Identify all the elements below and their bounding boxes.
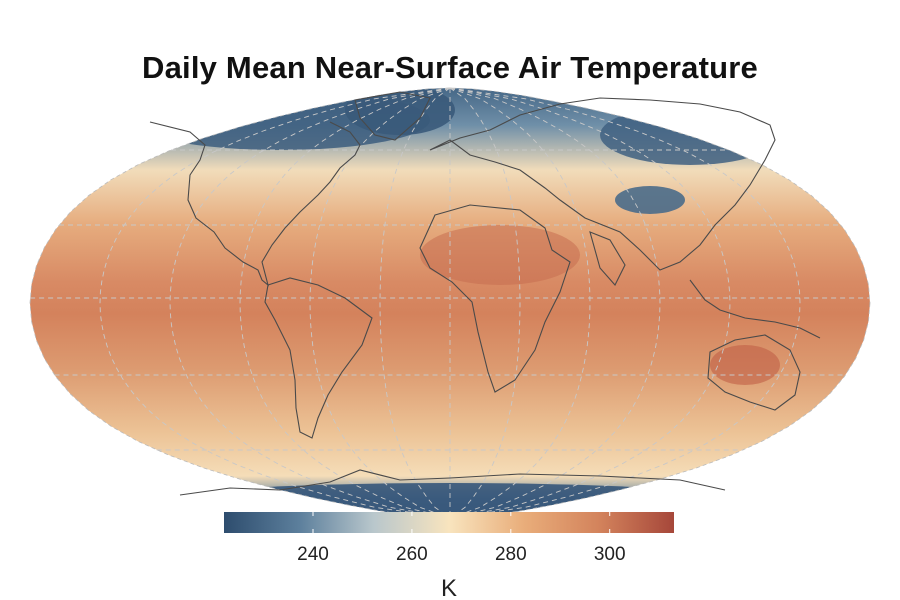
- australia-warm-region: [710, 345, 780, 385]
- colorbar-tick-label: 260: [396, 544, 428, 565]
- south-america-coast: [264, 277, 373, 439]
- meridian-line: [449, 87, 521, 519]
- colorbar-unit-label: K: [441, 575, 457, 600]
- tibet-cold-region: [615, 186, 685, 214]
- antarctica-coast: [179, 469, 726, 496]
- colorbar-tick-label: 280: [495, 544, 527, 565]
- meridian-line: [449, 87, 591, 519]
- meridian-line: [239, 87, 451, 519]
- north-america-coast: [149, 121, 361, 287]
- meridian-line: [449, 87, 801, 519]
- australia-coast: [707, 334, 801, 411]
- colorbar-ticks: 240 260 280 300: [297, 512, 626, 565]
- coastlines: [149, 91, 821, 496]
- southeast-asia-coast: [689, 279, 821, 339]
- sahara-warm-region: [420, 225, 580, 285]
- europe-asia-coast: [429, 97, 776, 271]
- colorbar-tick-label: 240: [297, 544, 329, 565]
- meridian-line: [379, 87, 451, 519]
- graticule: [30, 87, 870, 519]
- meridian-line: [99, 87, 451, 519]
- meridian-line: [309, 87, 451, 519]
- meridian-line: [449, 87, 661, 519]
- map-title: Daily Mean Near-Surface Air Temperature: [142, 50, 758, 85]
- globe-outline: [29, 87, 871, 519]
- colorbar-tick-label: 300: [594, 544, 626, 565]
- india-coast: [589, 231, 626, 286]
- africa-coast: [419, 204, 571, 393]
- colorbar-gradient: [224, 512, 674, 533]
- greenland-coast: [354, 91, 431, 141]
